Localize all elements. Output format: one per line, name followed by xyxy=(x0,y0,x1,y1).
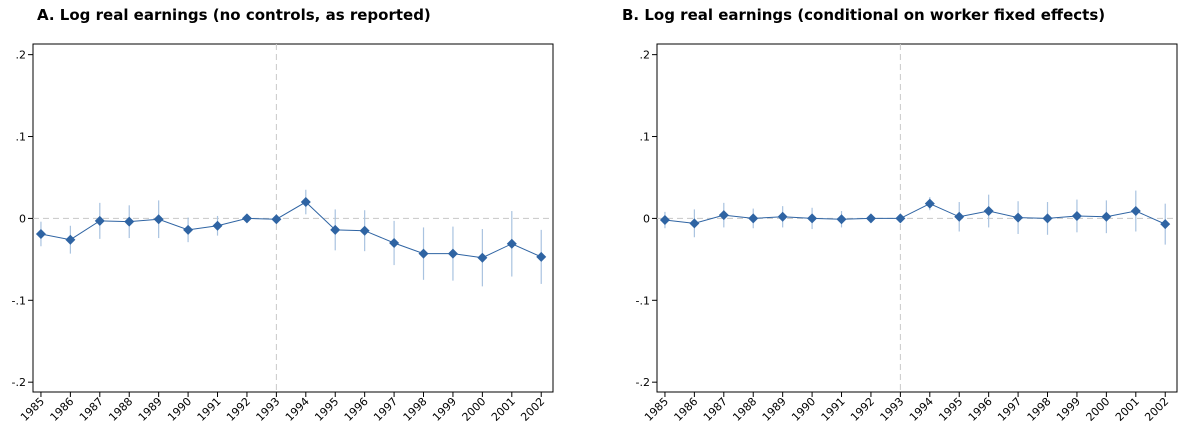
x-tick-label: 1992 xyxy=(224,395,253,424)
x-tick-label: 1992 xyxy=(848,395,877,424)
x-tick-label: 1995 xyxy=(936,395,965,424)
data-point xyxy=(94,215,105,226)
x-tick-label: 1998 xyxy=(1025,395,1054,424)
data-point xyxy=(389,237,400,248)
x-tick-label: 1989 xyxy=(760,395,789,424)
x-tick-label: 2000 xyxy=(460,395,489,424)
x-tick-label: 1995 xyxy=(312,395,341,424)
data-point xyxy=(983,206,994,217)
x-tick-label: 1990 xyxy=(165,395,194,424)
y-tick-label: .1 xyxy=(640,131,651,144)
x-tick-label: 2002 xyxy=(518,395,547,424)
x-tick-label: 2001 xyxy=(1113,395,1142,424)
data-point xyxy=(1013,212,1024,223)
data-point xyxy=(836,214,847,225)
data-point xyxy=(300,197,311,208)
x-tick-label: 1987 xyxy=(701,395,730,424)
y-tick-label: .2 xyxy=(16,49,27,62)
y-tick-label: -.1 xyxy=(636,294,650,307)
x-tick-label: 2002 xyxy=(1142,395,1171,424)
data-point xyxy=(241,213,252,224)
x-tick-label: 1991 xyxy=(819,395,848,424)
x-tick-label: 1997 xyxy=(995,395,1024,424)
x-tick-label: 2000 xyxy=(1084,395,1113,424)
data-point xyxy=(865,213,876,224)
x-tick-label: 1994 xyxy=(283,395,312,424)
x-tick-label: 1997 xyxy=(371,395,400,424)
data-point xyxy=(1101,211,1112,222)
data-point xyxy=(124,216,135,227)
y-tick-label: 0 xyxy=(643,212,650,225)
data-point xyxy=(418,248,429,259)
data-point xyxy=(777,211,788,222)
data-point xyxy=(1071,210,1082,221)
x-tick-label: 1985 xyxy=(642,395,671,424)
chart-title: B. Log real earnings (conditional on wor… xyxy=(622,6,1105,24)
data-point xyxy=(359,225,370,236)
x-tick-label: 1985 xyxy=(18,395,47,424)
data-point xyxy=(536,251,547,262)
x-tick-label: 1986 xyxy=(48,395,77,424)
data-point xyxy=(895,213,906,224)
data-point xyxy=(748,213,759,224)
data-point xyxy=(183,224,194,235)
data-point xyxy=(1160,219,1171,230)
data-point xyxy=(153,214,164,225)
data-point xyxy=(1130,206,1141,217)
series-line xyxy=(664,203,1166,225)
x-tick-label: 1988 xyxy=(106,395,135,424)
data-point xyxy=(477,252,488,263)
data-point xyxy=(718,210,729,221)
x-tick-label: 1989 xyxy=(136,395,165,424)
y-tick-label: -.2 xyxy=(12,376,26,389)
x-tick-label: 1993 xyxy=(878,395,907,424)
x-tick-label: 1993 xyxy=(254,395,283,424)
data-point xyxy=(447,248,458,259)
data-point xyxy=(35,228,46,239)
data-point xyxy=(954,211,965,222)
x-tick-label: 1999 xyxy=(1054,395,1083,424)
data-point xyxy=(659,215,670,226)
x-tick-label: 1994 xyxy=(907,395,936,424)
data-point xyxy=(65,234,76,245)
x-tick-label: 1991 xyxy=(195,395,224,424)
x-tick-label: 1996 xyxy=(342,395,371,424)
y-tick-label: .2 xyxy=(640,49,651,62)
y-tick-label: -.1 xyxy=(12,294,26,307)
chart-title: A. Log real earnings (no controls, as re… xyxy=(37,6,431,24)
data-point xyxy=(506,238,517,249)
x-tick-label: 1987 xyxy=(77,395,106,424)
x-tick-label: 1988 xyxy=(730,395,759,424)
data-point xyxy=(271,214,282,225)
data-point xyxy=(807,213,818,224)
data-point xyxy=(1042,213,1053,224)
data-point xyxy=(330,224,341,235)
y-tick-label: .1 xyxy=(16,131,27,144)
x-tick-label: 1998 xyxy=(401,395,430,424)
series-line xyxy=(40,201,542,259)
x-tick-label: 2001 xyxy=(489,395,518,424)
data-point xyxy=(212,220,223,231)
y-tick-label: 0 xyxy=(19,212,26,225)
x-tick-label: 1986 xyxy=(672,395,701,424)
data-point xyxy=(689,218,700,229)
x-tick-label: 1990 xyxy=(789,395,818,424)
x-tick-label: 1996 xyxy=(966,395,995,424)
y-tick-label: -.2 xyxy=(636,376,650,389)
x-tick-label: 1999 xyxy=(430,395,459,424)
data-point xyxy=(924,198,935,209)
